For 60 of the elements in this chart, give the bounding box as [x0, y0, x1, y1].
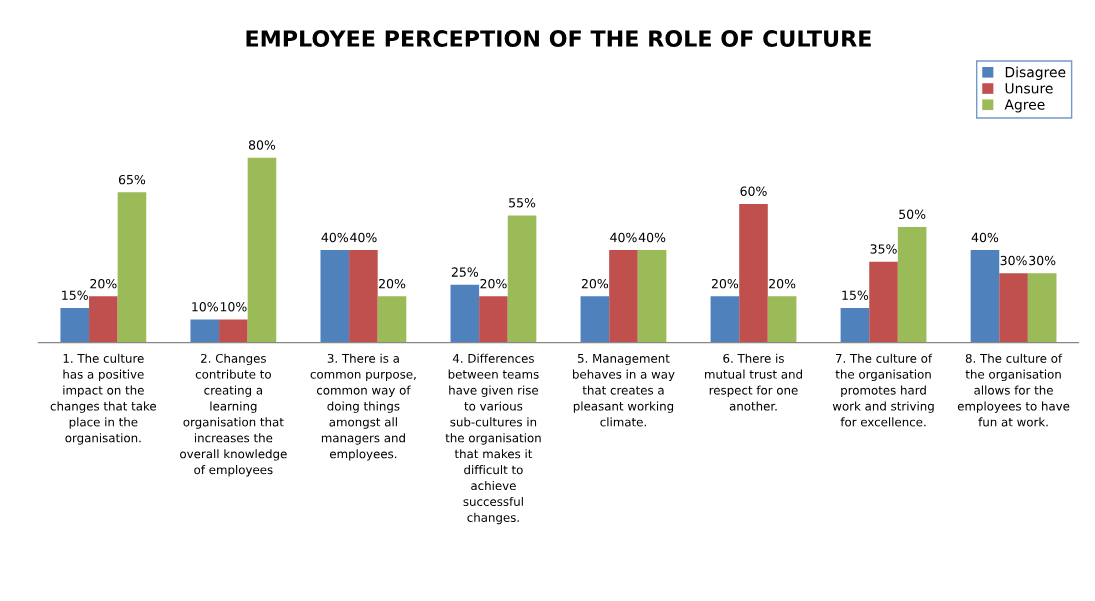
bar	[609, 250, 638, 343]
bar	[60, 307, 90, 343]
legend-label: Agree	[1004, 99, 1045, 113]
data-label: 55%	[509, 198, 536, 208]
bar	[970, 250, 1000, 343]
bar	[117, 192, 147, 343]
bar	[190, 319, 220, 343]
data-label: 15%	[842, 290, 869, 300]
bar	[219, 319, 248, 343]
bar	[710, 296, 740, 343]
x-tick-label: 1. The culture has a positive impact on the changes that take place in the organisation.	[50, 353, 157, 445]
bar	[869, 261, 898, 343]
bar	[349, 250, 378, 343]
category-label: 4. Differences between teams have given rise to various sub-cultures in the organisation that makes it difficult to achieve successful changes.	[445, 353, 541, 525]
bar	[450, 284, 480, 343]
data-label: 15%	[62, 290, 88, 300]
data-label: 20%	[581, 278, 609, 289]
bar	[1027, 273, 1057, 343]
legend-label: Disagree	[1005, 66, 1066, 81]
data-label: 40%	[971, 232, 999, 243]
x-tick-label: 7. The culture of the organisation promotes hard work and striving for excellence.	[832, 353, 934, 427]
bar	[320, 250, 350, 343]
bar	[479, 296, 508, 343]
bar	[637, 250, 667, 343]
data-label: 20%	[711, 278, 739, 289]
x-tick-label: 2. Changes contribute to creating a learning organisation that increases the overall knowledge of employees	[180, 353, 287, 477]
chart-title: EMPLOYEE PERCEPTION OF THE ROLE OF CULTURE	[246, 30, 871, 47]
data-label: 30%	[1000, 255, 1027, 266]
data-label: 80%	[248, 140, 276, 150]
data-label: 20%	[90, 278, 117, 289]
x-tick-label: 3. There is a common purpose, common way of doing things amongst all managers and employees.	[310, 353, 416, 461]
data-label: 10%	[220, 302, 247, 312]
data-label: 40%	[350, 232, 377, 243]
data-label: 50%	[899, 209, 926, 220]
bar	[739, 203, 768, 343]
legend-label: Unsure	[1005, 83, 1053, 94]
data-label: 40%	[610, 232, 637, 243]
data-label: 20%	[480, 278, 507, 289]
data-label: 20%	[379, 278, 406, 289]
data-label: 10%	[192, 302, 218, 312]
data-label: 40%	[638, 232, 666, 243]
data-label: 65%	[118, 174, 146, 185]
bar	[767, 296, 797, 343]
bar	[580, 296, 610, 343]
bar	[247, 157, 277, 343]
data-label: 25%	[451, 267, 479, 277]
x-tick-label: 5. Management behaves in a way that creates a pleasant working climate.	[573, 354, 675, 427]
x-tick-label: 6. There is mutual trust and respect for one another.	[705, 353, 802, 411]
bar	[89, 296, 118, 343]
data-label: 35%	[870, 244, 897, 254]
bar	[377, 296, 407, 343]
data-label: 60%	[740, 186, 767, 196]
bar	[840, 307, 870, 343]
data-label: 20%	[769, 278, 796, 289]
data-label: 30%	[1029, 255, 1056, 266]
data-label: 40%	[321, 232, 348, 243]
bar	[507, 215, 537, 343]
bar	[897, 226, 927, 343]
x-tick-label: 8. The culture of the organisation allows for the employees to have fun at work.	[957, 353, 1070, 427]
bar	[999, 273, 1028, 343]
